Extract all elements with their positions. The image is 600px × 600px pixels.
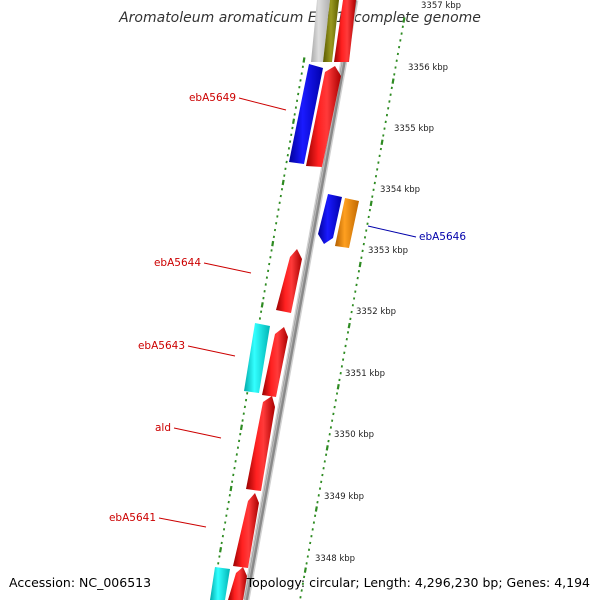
outer-tick-mark — [260, 302, 264, 308]
gene-label-ald[interactable]: ald — [155, 422, 171, 434]
scale-label: 3350 kbp — [334, 430, 374, 440]
leader-ebA5646 — [367, 225, 417, 238]
gene-olive-top[interactable] — [323, 0, 339, 62]
gene-ald[interactable] — [246, 396, 275, 491]
outer-tick-mark — [239, 424, 243, 431]
scale-label: 3357 kbp — [421, 1, 461, 11]
inner-tick-mark — [391, 78, 395, 84]
label-leader-lines — [158, 97, 417, 528]
outer-tick-mark — [302, 57, 306, 63]
scale-label: 3356 kbp — [408, 63, 448, 73]
scale-label: 3353 kbp — [368, 246, 408, 256]
gene-label-ebA5641[interactable]: ebA5641 — [109, 512, 156, 524]
gene-cyan-bottom[interactable] — [210, 567, 230, 600]
inner-tick-ring — [299, 17, 406, 599]
gene-red-forward-2[interactable] — [262, 327, 288, 397]
gene-red-bottom[interactable] — [228, 567, 247, 600]
inner-tick-mark — [358, 261, 362, 268]
inner-tick-mark — [314, 506, 318, 512]
outer-tick-mark — [292, 118, 296, 124]
gene-red-forward-1[interactable] — [306, 66, 341, 167]
gene-ebA5649[interactable] — [289, 64, 323, 164]
leader-ebA5643 — [187, 345, 236, 357]
gene-ebA5641[interactable] — [233, 493, 259, 568]
gene-label-ebA5646[interactable]: ebA5646 — [419, 231, 466, 243]
gene-blue-arrow[interactable] — [318, 194, 342, 244]
inner-tick-mark — [347, 322, 351, 329]
inner-tick-mark — [402, 17, 406, 23]
inner-tick-mark — [369, 200, 373, 207]
leader-ebA5649 — [238, 97, 287, 111]
inner-tick-mark — [303, 567, 307, 573]
gene-grey-top[interactable] — [311, 0, 330, 62]
scale-label: 3352 kbp — [356, 307, 396, 317]
map-title: Aromatoleum aromaticum EbN1, complete ge… — [119, 10, 481, 26]
inner-tick-mark — [325, 445, 329, 451]
accession-text: Accession: NC_006513 — [9, 575, 152, 590]
genome-summary-text: Topology: circular; Length: 4,296,230 bp… — [246, 575, 590, 590]
inner-tick-mark — [336, 384, 340, 390]
outer-tick-mark — [229, 485, 233, 492]
scale-labels: 3357 kbp 3356 kbp 3355 kbp 3354 kbp 3353… — [315, 1, 461, 564]
gene-ebA5644[interactable] — [276, 249, 302, 313]
leader-ebA5641 — [158, 517, 207, 528]
gene-label-ebA5644[interactable]: ebA5644 — [154, 257, 201, 269]
gene-ebA5646[interactable] — [335, 198, 359, 248]
scale-label: 3355 kbp — [394, 124, 434, 134]
scale-label: 3354 kbp — [380, 185, 420, 195]
gene-red-top[interactable] — [334, 0, 356, 62]
gene-labels: ebA5649 ebA5646 ebA5644 ebA5643 ald ebA5… — [109, 92, 466, 524]
gene-label-ebA5649[interactable]: ebA5649 — [189, 92, 236, 104]
outer-tick-mark — [219, 547, 223, 553]
scale-label: 3349 kbp — [324, 492, 364, 502]
leader-ald — [173, 427, 222, 439]
gene-label-ebA5643[interactable]: ebA5643 — [138, 340, 185, 352]
genome-backbone — [242, 0, 359, 600]
gene-features — [210, 0, 359, 600]
outer-tick-mark — [281, 179, 285, 186]
outer-tick-mark — [271, 240, 275, 247]
gene-ebA5643[interactable] — [244, 323, 270, 393]
scale-label: 3351 kbp — [345, 369, 385, 379]
scale-label: 3348 kbp — [315, 554, 355, 564]
leader-ebA5644 — [203, 262, 252, 274]
inner-tick-mark — [380, 139, 384, 145]
